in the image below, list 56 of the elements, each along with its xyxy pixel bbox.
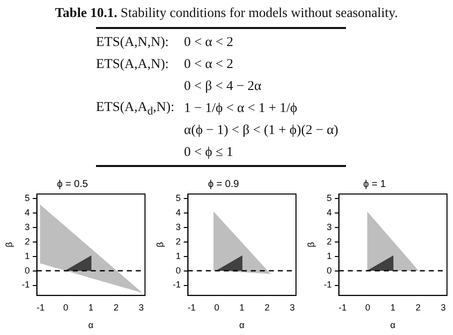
x-tick-label: 3 — [290, 302, 295, 312]
x-tick-label: 3 — [440, 302, 446, 312]
y-tick-label: 5 — [176, 192, 181, 203]
text: α(ϕ − 1) < β < (1 + ϕ)(2 − α) — [184, 122, 340, 138]
x-tick-label: 1 — [390, 302, 396, 312]
y-tick-label: 1 — [24, 250, 30, 261]
x-tick-label: 2 — [114, 302, 119, 312]
x-tick-label: -1 — [338, 302, 347, 312]
y-axis-title: β — [4, 242, 14, 248]
y-tick-label: -1 — [172, 280, 181, 290]
x-axis-title: α — [390, 320, 396, 330]
y-tick-label: 5 — [24, 192, 30, 203]
x-tick-label: 1 — [88, 302, 94, 312]
text: 0 < β < 4 − 2α — [184, 78, 262, 94]
y-axis-title: β — [306, 242, 316, 248]
y-tick-label: 2 — [24, 236, 30, 246]
x-axis-title: α — [239, 320, 245, 330]
y-tick-label: 0 — [24, 265, 30, 276]
y-tick-label: 1 — [176, 250, 181, 261]
text: 0 < ϕ ≤ 1 — [184, 144, 234, 160]
x-tick-label: 0 — [63, 302, 68, 312]
x-tick-label: -1 — [188, 302, 196, 312]
y-tick-label: 0 — [176, 265, 181, 276]
x-tick-label: 2 — [416, 302, 421, 312]
text: 0 < α < 2 — [184, 56, 234, 72]
x-tick-label: 1 — [239, 302, 244, 312]
y-tick-label: 4 — [326, 207, 332, 218]
text: Stability conditions for models without seasonality. — [120, 5, 398, 20]
y-tick-label: 5 — [326, 192, 332, 203]
chart-title: ϕ = 1 — [363, 178, 386, 190]
y-axis-title: β — [154, 242, 165, 248]
y-tick-label: 4 — [176, 207, 181, 218]
y-tick-label: 4 — [24, 207, 30, 218]
y-tick-label: -1 — [324, 280, 332, 290]
x-axis-title: α — [88, 320, 94, 330]
x-tick-label: 2 — [264, 302, 270, 312]
y-tick-label: 2 — [326, 236, 332, 246]
text: Table 10.1. — [55, 5, 118, 20]
y-tick-label: 1 — [326, 250, 332, 261]
text: ETS(A,A,N): — [96, 56, 170, 72]
chart-title: ϕ = 0.5 — [57, 178, 88, 190]
y-tick-label: 2 — [176, 236, 181, 246]
text: 0 < α < 2 — [184, 34, 234, 50]
x-tick-label: 3 — [138, 302, 144, 312]
text: ETS(A,N,N): — [96, 34, 170, 50]
y-tick-label: 3 — [24, 222, 30, 232]
chart-title: ϕ = 0.9 — [208, 178, 240, 190]
text: ETS(A,A$_{d}$,N): — [96, 98, 176, 118]
y-tick-label: -1 — [22, 280, 30, 290]
x-tick-label: 0 — [365, 302, 370, 312]
x-tick-label: 0 — [214, 302, 220, 312]
x-tick-label: -1 — [36, 302, 45, 312]
y-tick-label: 3 — [176, 222, 181, 232]
text: 1 − 1/ϕ < α < 1 + 1/ϕ — [184, 100, 298, 116]
y-tick-label: 3 — [326, 222, 332, 232]
y-tick-label: 0 — [326, 265, 332, 276]
